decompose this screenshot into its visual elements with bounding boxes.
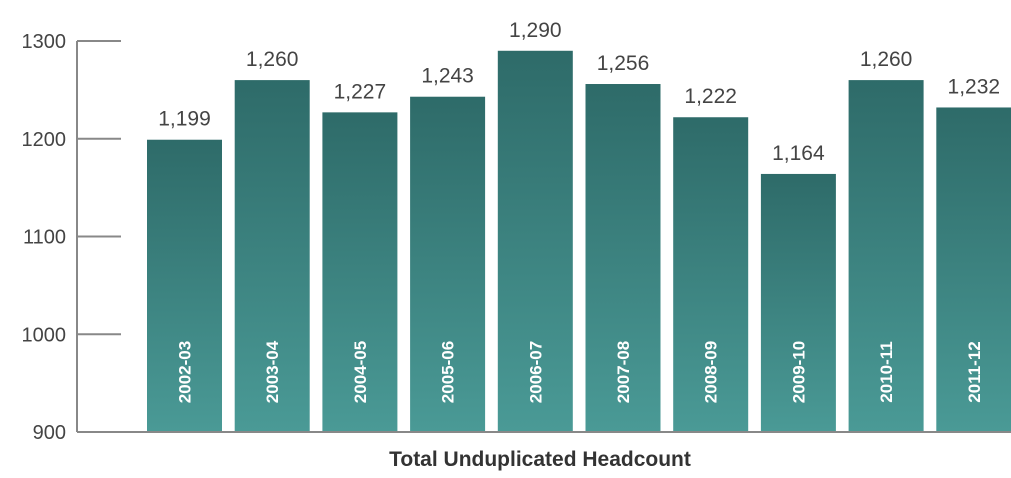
category-label-2002-03: 2002-03 xyxy=(176,341,195,403)
category-label-2007-08: 2007-08 xyxy=(614,341,633,403)
category-label-2009-10: 2009-10 xyxy=(789,341,808,403)
bar-2002-03 xyxy=(147,139,222,433)
y-tick-label: 1300 xyxy=(22,31,67,53)
data-label-2007-08: 1,256 xyxy=(597,52,650,75)
bar-2008-09 xyxy=(673,117,749,433)
category-label-2004-05: 2004-05 xyxy=(351,341,370,403)
bar-2010-11 xyxy=(848,80,924,432)
bars xyxy=(147,50,1011,433)
data-label-2009-10: 1,164 xyxy=(772,142,825,165)
category-label-2003-04: 2003-04 xyxy=(263,340,282,403)
data-label-2010-11: 1,260 xyxy=(860,48,913,71)
bar-2011-12 xyxy=(936,107,1011,432)
data-label-2005-06: 1,243 xyxy=(421,65,474,88)
data-label-2006-07: 1,290 xyxy=(509,19,562,42)
y-axis: 900 1000 1100 1200 1300 xyxy=(22,31,121,444)
bar-2005-06 xyxy=(410,96,486,432)
category-label-2005-06: 2005-06 xyxy=(439,341,458,403)
data-label-2011-12: 1,232 xyxy=(948,75,1001,98)
category-label-2008-09: 2008-09 xyxy=(702,341,721,403)
category-label-2011-12: 2011-12 xyxy=(965,341,984,402)
category-label-2006-07: 2006-07 xyxy=(526,341,545,403)
y-tick-label: 1100 xyxy=(23,227,66,249)
bar-2006-07 xyxy=(497,50,573,433)
category-label-2010-11: 2010-11 xyxy=(877,341,896,402)
bar-2009-10 xyxy=(760,173,836,432)
y-tick-label: 900 xyxy=(33,422,66,444)
data-label-2008-09: 1,222 xyxy=(684,85,737,108)
y-tick-label: 1000 xyxy=(22,324,67,346)
x-axis-title: Total Unduplicated Headcount xyxy=(389,448,691,471)
data-labels: 1,199 2002-03 1,260 2003-04 1,227 2004-05 1,24… xyxy=(158,19,1000,403)
bar-2003-04 xyxy=(234,80,310,432)
y-tick-label: 1200 xyxy=(22,129,67,151)
bar-2007-08 xyxy=(585,84,661,432)
data-label-2003-04: 1,260 xyxy=(246,48,299,71)
data-label-2002-03: 1,199 xyxy=(158,108,211,131)
bar-2004-05 xyxy=(322,112,398,433)
data-label-2004-05: 1,227 xyxy=(334,80,387,103)
